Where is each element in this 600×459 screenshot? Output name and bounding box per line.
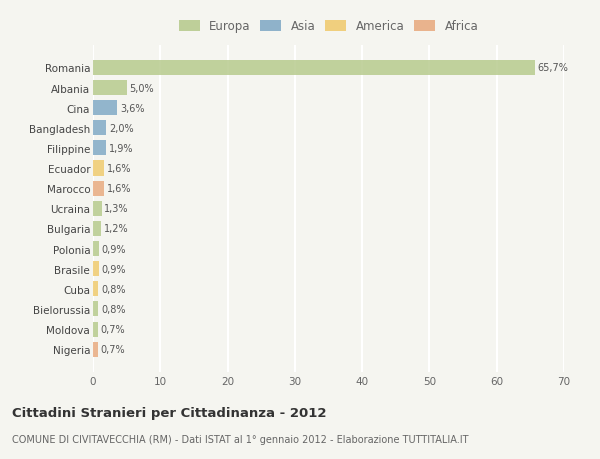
Bar (93, 121, 106, 136)
Text: 0,7%: 0,7% (100, 325, 125, 334)
Text: 1,6%: 1,6% (106, 164, 131, 174)
Bar (93, 101, 117, 116)
Bar (93, 322, 98, 337)
Text: Cittadini Stranieri per Cittadinanza - 2012: Cittadini Stranieri per Cittadinanza - 2… (12, 406, 326, 419)
Bar (93, 202, 102, 216)
Text: 5,0%: 5,0% (130, 84, 154, 93)
Bar (93, 241, 99, 257)
Text: 1,6%: 1,6% (106, 184, 131, 194)
Text: 0,9%: 0,9% (102, 244, 126, 254)
Bar (93, 262, 99, 277)
Text: 1,3%: 1,3% (104, 204, 129, 214)
Text: 1,2%: 1,2% (104, 224, 128, 234)
Text: 65,7%: 65,7% (538, 63, 569, 73)
Bar (93, 302, 98, 317)
Text: 0,7%: 0,7% (100, 344, 125, 354)
Bar (93, 81, 127, 96)
Text: 3,6%: 3,6% (120, 103, 145, 113)
Bar (93, 141, 106, 156)
Bar (93, 61, 535, 76)
Text: 0,9%: 0,9% (102, 264, 126, 274)
Bar (93, 221, 101, 236)
Text: COMUNE DI CIVITAVECCHIA (RM) - Dati ISTAT al 1° gennaio 2012 - Elaborazione TUTT: COMUNE DI CIVITAVECCHIA (RM) - Dati ISTA… (12, 434, 469, 444)
Bar (93, 282, 98, 297)
Text: 0,8%: 0,8% (101, 284, 125, 294)
Legend: Europa, Asia, America, Africa: Europa, Asia, America, Africa (175, 17, 482, 37)
Text: 1,9%: 1,9% (109, 144, 133, 154)
Text: 0,8%: 0,8% (101, 304, 125, 314)
Bar (93, 342, 98, 357)
Text: 2,0%: 2,0% (109, 123, 134, 134)
Bar (93, 181, 104, 196)
Bar (93, 161, 104, 176)
